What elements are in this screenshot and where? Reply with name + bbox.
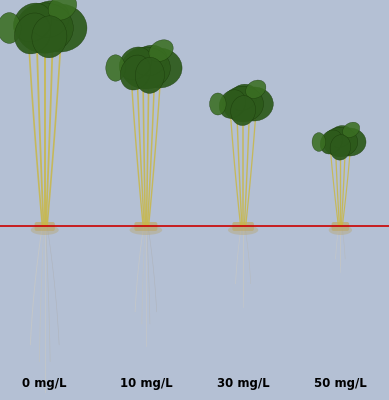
Ellipse shape	[223, 86, 264, 122]
Ellipse shape	[229, 84, 257, 111]
Ellipse shape	[14, 13, 51, 54]
FancyBboxPatch shape	[232, 222, 254, 231]
Ellipse shape	[228, 225, 258, 235]
Ellipse shape	[149, 40, 173, 62]
FancyBboxPatch shape	[331, 222, 349, 231]
Ellipse shape	[135, 48, 182, 88]
Ellipse shape	[330, 135, 350, 160]
Ellipse shape	[135, 57, 165, 93]
Ellipse shape	[234, 87, 273, 121]
Ellipse shape	[231, 96, 256, 126]
Ellipse shape	[106, 55, 125, 81]
Ellipse shape	[312, 133, 326, 151]
Ellipse shape	[32, 16, 67, 58]
Ellipse shape	[133, 45, 167, 76]
FancyBboxPatch shape	[135, 222, 157, 231]
Ellipse shape	[119, 47, 152, 80]
Ellipse shape	[323, 127, 358, 157]
Ellipse shape	[48, 0, 77, 20]
Ellipse shape	[210, 93, 226, 115]
Ellipse shape	[33, 4, 87, 52]
Text: 30 mg/L: 30 mg/L	[217, 377, 270, 390]
Ellipse shape	[320, 130, 342, 154]
Ellipse shape	[31, 225, 59, 235]
Ellipse shape	[16, 3, 73, 53]
Ellipse shape	[121, 47, 170, 89]
FancyBboxPatch shape	[35, 222, 55, 231]
Ellipse shape	[130, 225, 162, 235]
Text: 50 mg/L: 50 mg/L	[314, 377, 367, 390]
Ellipse shape	[14, 3, 52, 42]
Ellipse shape	[329, 225, 352, 235]
Ellipse shape	[0, 12, 21, 43]
Ellipse shape	[219, 90, 245, 118]
Ellipse shape	[120, 55, 151, 90]
Ellipse shape	[328, 126, 352, 148]
Text: 0 mg/L: 0 mg/L	[23, 377, 67, 390]
Ellipse shape	[343, 122, 360, 138]
Ellipse shape	[333, 128, 366, 156]
Ellipse shape	[245, 80, 266, 98]
Text: 10 mg/L: 10 mg/L	[119, 377, 172, 390]
Ellipse shape	[29, 1, 69, 38]
